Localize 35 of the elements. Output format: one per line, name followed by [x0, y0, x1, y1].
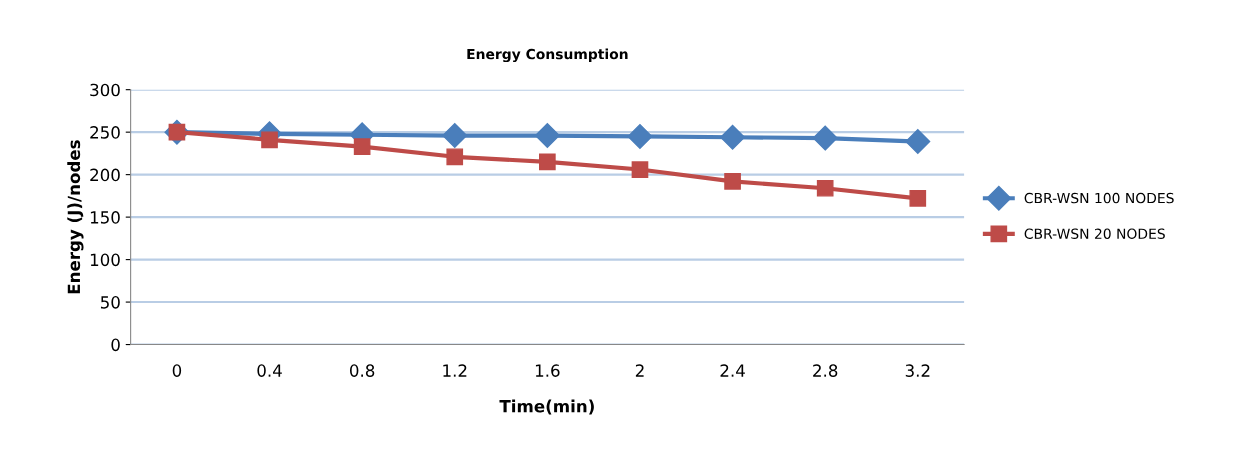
y-tick-label: 150	[90, 211, 120, 224]
point	[627, 123, 653, 149]
point	[261, 131, 278, 149]
point	[720, 124, 746, 150]
x-tick-label: 0	[172, 364, 182, 377]
x-axis-title: Time(min)	[499, 399, 594, 415]
point	[905, 129, 931, 154]
y-tick-label: 50	[100, 296, 120, 309]
x-tick-label: 0.8	[349, 364, 375, 377]
point	[816, 179, 834, 197]
point	[446, 148, 464, 166]
point	[353, 138, 371, 155]
chart-title: Energy Consumption	[467, 48, 628, 63]
point	[812, 125, 838, 151]
point	[724, 173, 741, 190]
y-tick-label: 100	[90, 253, 120, 267]
y-axis-title: Energy (J)/nodes	[67, 140, 84, 294]
x-tick-label: 2.4	[720, 364, 745, 377]
point	[631, 161, 649, 178]
x-tick-label: 2	[635, 364, 644, 377]
y-tick-label: 250	[90, 126, 120, 139]
x-tick-label: 3.2	[905, 364, 930, 377]
y-tick-label: 0	[111, 338, 120, 352]
y-tick-label: 200	[90, 168, 120, 182]
x-tick-label: 0.4	[257, 364, 282, 377]
point	[539, 153, 556, 171]
point	[442, 123, 468, 149]
legend-label: CBR-WSN 100 NODES	[1024, 192, 1174, 204]
y-tick-label: 300	[90, 83, 120, 97]
x-tick-label: 2.8	[813, 364, 838, 377]
point	[909, 190, 927, 207]
point	[534, 123, 560, 149]
legend-label: CBR-WSN 20 NODES	[1024, 228, 1165, 239]
x-tick-label: 1.6	[535, 364, 560, 377]
x-tick-label: 1.2	[443, 364, 467, 377]
